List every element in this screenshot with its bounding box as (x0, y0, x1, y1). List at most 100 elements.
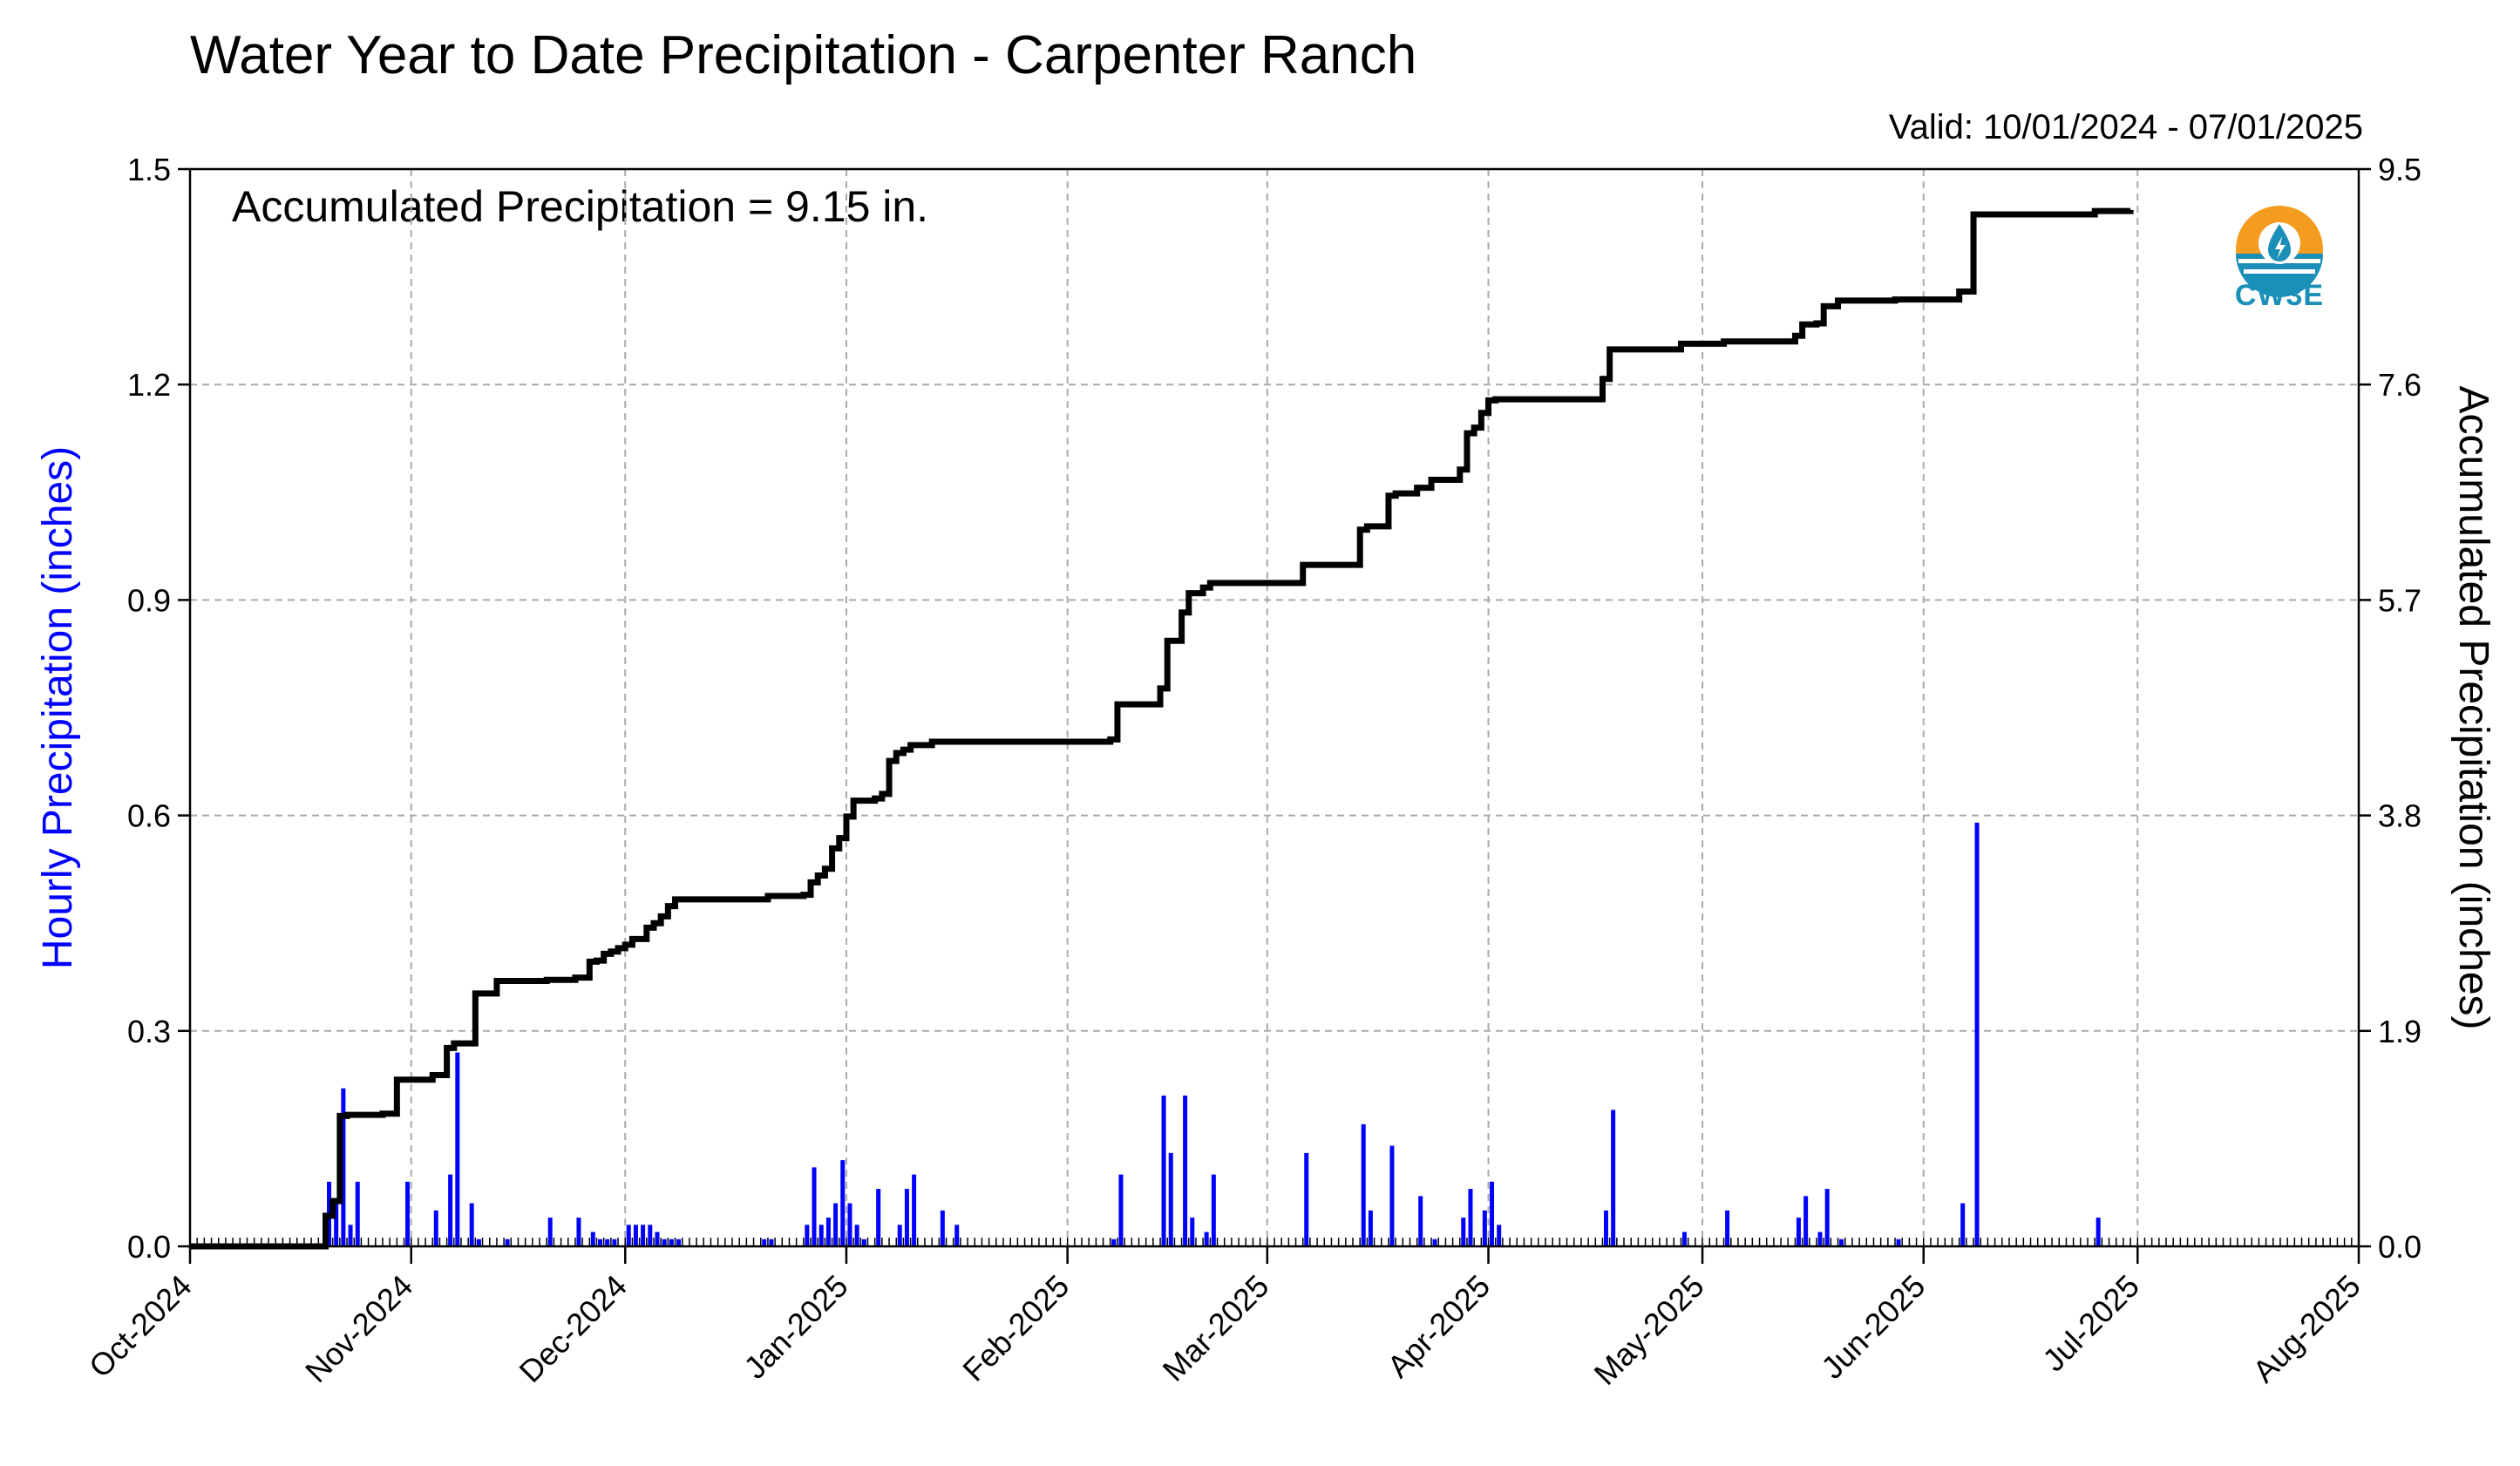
x-tick-label: Mar-2025 (1156, 1268, 1276, 1388)
hourly-bar (1682, 1232, 1687, 1246)
y-tick-label: 1.5 (127, 152, 171, 187)
hourly-bar (612, 1239, 617, 1246)
hourly-bar (1461, 1218, 1466, 1246)
hourly-bar (662, 1239, 667, 1246)
y-right-tick-label: 9.5 (2378, 152, 2422, 187)
hourly-bar (1725, 1210, 1730, 1246)
hourly-bar (1796, 1218, 1801, 1246)
hourly-bar (1803, 1196, 1809, 1246)
y-tick-label: 0.6 (127, 798, 171, 834)
valid-date-range: Valid: 10/01/2024 - 07/01/2025 (1888, 108, 2363, 146)
x-tick-label: Aug-2025 (2245, 1268, 2367, 1389)
hourly-bar (590, 1232, 595, 1246)
x-tick-label: Jan-2025 (737, 1268, 854, 1386)
hourly-bar (2095, 1218, 2101, 1246)
cw3e-logo-icon (2236, 206, 2323, 297)
hourly-bar (1204, 1232, 1209, 1246)
hourly-bar (1190, 1218, 1195, 1246)
hourly-bar (940, 1210, 945, 1246)
hourly-bar (1960, 1203, 1966, 1246)
y-right-tick-label: 7.6 (2378, 367, 2422, 403)
x-tick-label: Feb-2025 (955, 1268, 1076, 1388)
hourly-bar (626, 1225, 631, 1246)
hourly-bar (1168, 1152, 1173, 1246)
hourly-bar (505, 1239, 510, 1246)
hourly-bar (812, 1167, 817, 1246)
hourly-bar (805, 1225, 810, 1246)
hourly-bar (904, 1189, 909, 1246)
hourly-bar (1304, 1152, 1309, 1246)
hourly-bar (455, 1052, 460, 1246)
y-right-tick-label: 1.9 (2378, 1014, 2422, 1049)
x-tick-label: Apr-2025 (1380, 1268, 1497, 1385)
hourly-bar (1490, 1181, 1495, 1246)
hourly-bar (762, 1239, 767, 1246)
hourly-bar (355, 1181, 360, 1246)
x-tick-label: Oct-2024 (82, 1268, 199, 1385)
x-tick-label: Dec-2024 (513, 1268, 634, 1389)
x-tick-label: May-2025 (1587, 1268, 1711, 1392)
hourly-bar (576, 1218, 581, 1246)
hourly-bar (476, 1239, 481, 1246)
hourly-bar (876, 1189, 881, 1246)
hourly-bar (1482, 1210, 1487, 1246)
hourly-bar (1111, 1239, 1117, 1246)
hourly-bar (648, 1225, 653, 1246)
left-y-ticks: 0.0 0.3 0.6 0.9 1.2 1.5 (127, 152, 190, 1265)
x-tick-label: Jul-2025 (2035, 1268, 2146, 1379)
grid-lines (190, 169, 2359, 1246)
hourly-bar (1183, 1095, 1188, 1246)
hourly-bar (669, 1239, 674, 1246)
accumulated-line (190, 207, 2134, 1250)
left-axis-title: Hourly Precipitation (inches) (35, 446, 81, 969)
x-ticks: Oct-2024 Nov-2024 Dec-2024 Jan-2025 Feb-2025… (82, 1246, 2367, 1392)
hourly-bar (1211, 1174, 1216, 1246)
hourly-bar (348, 1225, 353, 1246)
hourly-bar (912, 1174, 917, 1246)
hourly-bar (1896, 1239, 1901, 1246)
chart-title: Water Year to Date Precipitation - Carpe… (190, 25, 1417, 85)
plot-frame (188, 167, 2360, 1248)
right-y-ticks: 0.0 1.9 3.8 5.7 7.6 9.5 (2359, 152, 2422, 1265)
hourly-bar (655, 1232, 660, 1246)
hourly-bars (327, 822, 2101, 1246)
hourly-bar (840, 1160, 846, 1246)
hourly-bar (769, 1239, 774, 1246)
hourly-bar (598, 1239, 602, 1246)
y-tick-label: 0.0 (127, 1229, 171, 1265)
hourly-bar (547, 1218, 553, 1246)
hourly-bar (1603, 1210, 1608, 1246)
hourly-bar (1432, 1239, 1437, 1246)
hourly-bar (1611, 1110, 1616, 1246)
hourly-bar (1118, 1174, 1124, 1246)
hourly-bar (1368, 1210, 1373, 1246)
hourly-bar (818, 1225, 824, 1246)
x-minor-ticks (189, 1238, 2360, 1246)
hourly-bar (641, 1225, 646, 1246)
y-right-tick-label: 3.8 (2378, 798, 2422, 834)
hourly-bar (1824, 1189, 1830, 1246)
hourly-bar (1389, 1145, 1395, 1246)
hourly-bar (1161, 1095, 1166, 1246)
x-tick-label: Nov-2024 (298, 1268, 419, 1389)
y-tick-label: 1.2 (127, 367, 171, 403)
hourly-bar (633, 1225, 638, 1246)
hourly-bar (469, 1203, 474, 1246)
y-right-tick-label: 0.0 (2378, 1229, 2422, 1265)
hourly-bar (1497, 1225, 1502, 1246)
hourly-bar (676, 1239, 682, 1246)
hourly-bar (954, 1225, 960, 1246)
hourly-bar (341, 1088, 346, 1246)
hourly-bar (405, 1181, 411, 1246)
y-tick-label: 0.9 (127, 582, 171, 618)
hourly-bar (1418, 1196, 1423, 1246)
hourly-bar (897, 1225, 902, 1246)
hourly-bar (825, 1218, 831, 1246)
y-right-tick-label: 5.7 (2378, 582, 2422, 618)
hourly-bar (605, 1239, 610, 1246)
hourly-bar (1839, 1239, 1844, 1246)
y-tick-label: 0.3 (127, 1014, 171, 1049)
logo-text: CW3E (2234, 279, 2325, 312)
right-axis-title: Accumulated Precipitation (inches) (2450, 385, 2496, 1029)
